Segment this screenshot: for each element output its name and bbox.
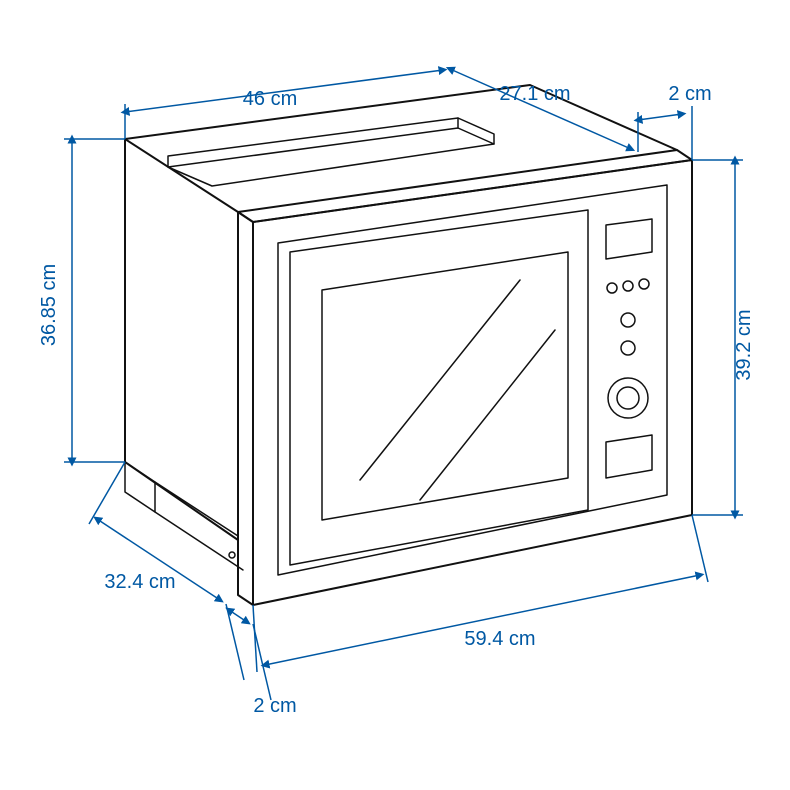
dim-left-height-label: 36.85 cm: [38, 264, 60, 346]
dim-top-depth-label: 46 cm: [243, 88, 297, 110]
dim-bottom-gap-label: 2 cm: [253, 695, 296, 717]
dim-top-inset-label: 27.1 cm: [499, 83, 570, 105]
dim-bottom-gap: [229, 610, 247, 622]
dim-bottom-depth-label: 32.4 cm: [104, 571, 175, 593]
dim-right-height-label: 39.2 cm: [733, 309, 755, 380]
microwave-dimension-diagram: 46 cm 27.1 cm 2 cm 39.2 cm 36.85 cm 32.4…: [0, 0, 790, 790]
microwave-body: [125, 85, 692, 605]
dim-bottom-width-label: 59.4 cm: [464, 628, 535, 650]
dim-top-gap-label: 2 cm: [668, 83, 711, 105]
dim-top-gap: [638, 114, 682, 120]
